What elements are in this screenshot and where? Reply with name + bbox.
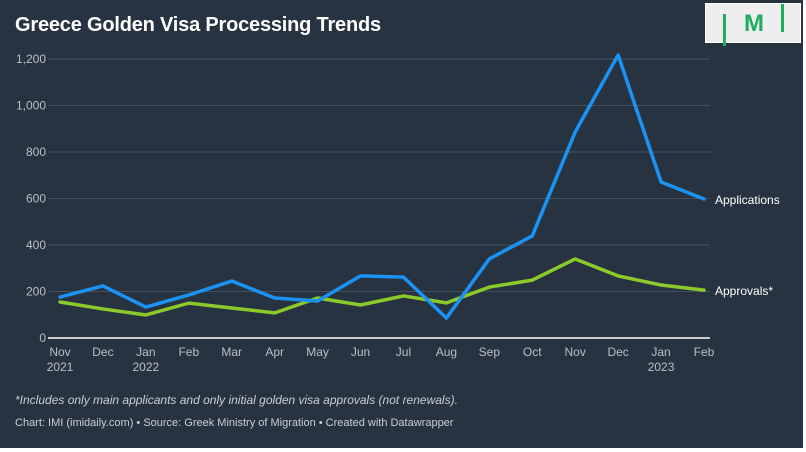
logo-m: M: [744, 10, 764, 37]
footnote: *Includes only main applicants and only …: [15, 393, 458, 407]
y-tick-label: 600: [26, 192, 46, 206]
x-tick-label: Jan: [136, 345, 155, 359]
x-tick-label: Feb: [178, 345, 199, 359]
x-tick-label: Jul: [396, 345, 411, 359]
x-tick-year-label: 2021: [47, 360, 74, 374]
logo-bar-left: [723, 14, 726, 46]
chart-title: Greece Golden Visa Processing Trends: [15, 14, 381, 36]
x-tick-label: Sep: [479, 345, 501, 359]
y-tick-label: 400: [26, 238, 46, 252]
series-label: Applications: [715, 193, 780, 207]
x-tick-label: Feb: [694, 345, 715, 359]
credit-line: Chart: IMI (imidaily.com) • Source: Gree…: [15, 417, 454, 429]
x-tick-label: Apr: [265, 345, 284, 359]
y-tick-label: 800: [26, 145, 46, 159]
logo-bar-right: [781, 4, 784, 32]
x-tick-label: Nov: [49, 345, 70, 359]
x-tick-label: May: [306, 345, 329, 359]
x-tick-label: Nov: [565, 345, 586, 359]
series-line-applications: [58, 53, 706, 320]
y-tick-label: 0: [39, 331, 46, 345]
y-tick-label: 1,200: [16, 52, 46, 66]
series-line-approvals: [58, 257, 706, 317]
x-tick-label: Jun: [351, 345, 370, 359]
y-tick-label: 200: [26, 285, 46, 299]
x-tick-label: Dec: [607, 345, 628, 359]
x-tick-year-label: 2022: [133, 360, 160, 374]
x-tick-label: Aug: [436, 345, 457, 359]
series-label: Approvals*: [715, 284, 773, 298]
x-tick-label: Jan: [651, 345, 670, 359]
x-tick-label: Dec: [92, 345, 113, 359]
x-tick-label: Oct: [523, 345, 542, 359]
x-tick-label: Mar: [221, 345, 242, 359]
imi-logo: M: [705, 3, 801, 46]
y-tick-label: 1,000: [16, 99, 46, 113]
x-tick-year-label: 2023: [648, 360, 675, 374]
